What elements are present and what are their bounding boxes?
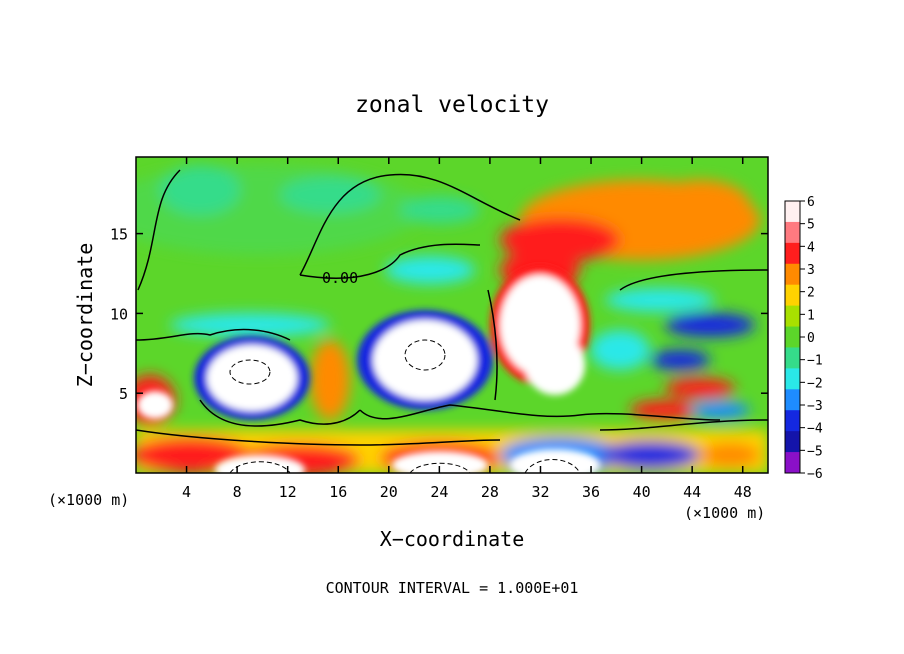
colorbar-swatch: [785, 410, 800, 432]
colorbar-swatch: [785, 242, 800, 265]
x-tick-label: 12: [279, 483, 297, 501]
x-unit-left: (×1000 m): [48, 491, 129, 509]
x-tick-label: 24: [430, 483, 448, 501]
x-tick-label: 20: [380, 483, 398, 501]
colorbar-swatch: [785, 452, 800, 474]
colorbar-swatch: [785, 389, 800, 411]
plot-frame: [135, 156, 769, 474]
y-axis-label: Z−coordinate: [73, 243, 97, 388]
y-tick-label: 10: [110, 305, 128, 323]
colorbar-swatch: [785, 305, 800, 328]
y-tick-label: 15: [110, 226, 128, 244]
colorbar-swatch: [785, 221, 800, 244]
colorbar-tick-label: 2: [807, 286, 815, 301]
colorbar-swatch: [785, 326, 800, 348]
x-axis: 4 8 12 16 20 24 28 32 36 40 44 48: [182, 157, 752, 501]
colorbar-swatch: [785, 284, 800, 307]
x-tick-label: 36: [582, 483, 600, 501]
colorbar-swatch: [785, 347, 800, 369]
x-tick-label: 48: [734, 483, 752, 501]
colorbar-tick-label: −3: [807, 399, 823, 414]
colorbar-swatch: [785, 431, 800, 453]
colorbar-swatch: [785, 201, 800, 223]
contour-interval-note: CONTOUR INTERVAL = 1.000E+01: [326, 579, 579, 597]
x-tick-label: 44: [683, 483, 701, 501]
x-tick-label: 4: [182, 483, 191, 501]
y-axis: 5 10 15: [110, 226, 768, 403]
colorbar-tick-label: 3: [807, 263, 815, 278]
x-tick-label: 28: [481, 483, 499, 501]
colorbar-swatch: [785, 368, 800, 390]
y-tick-label: 5: [119, 385, 128, 403]
colorbar-tick-label: −2: [807, 376, 823, 391]
x-axis-label: X−coordinate: [380, 527, 525, 551]
colorbar-tick-label: 4: [807, 240, 815, 255]
colorbar-tick-label: 1: [807, 308, 815, 323]
contour-label: 0.00: [322, 269, 358, 287]
heatmap-field: [136, 157, 768, 473]
chart-title: zonal velocity: [355, 92, 549, 118]
colorbar-tick-label: 5: [807, 218, 815, 233]
x-tick-label: 40: [633, 483, 651, 501]
colorbar-tick-label: 6: [807, 195, 815, 210]
colorbar: 6 5 4 3 2 1 0 −1 −2 −3 −4 −5 −6: [784, 195, 823, 482]
colorbar-tick-label: −5: [807, 444, 823, 459]
colorbar-tick-label: −4: [807, 422, 823, 437]
colorbar-tick-label: −1: [807, 354, 823, 369]
colorbar-tick-label: 0: [807, 331, 815, 346]
x-tick-label: 16: [329, 483, 347, 501]
x-tick-label: 32: [531, 483, 549, 501]
colorbar-tick-label: −6: [807, 467, 823, 482]
x-unit-right: (×1000 m): [684, 504, 765, 522]
colorbar-swatch: [785, 263, 800, 286]
x-tick-label: 8: [233, 483, 242, 501]
